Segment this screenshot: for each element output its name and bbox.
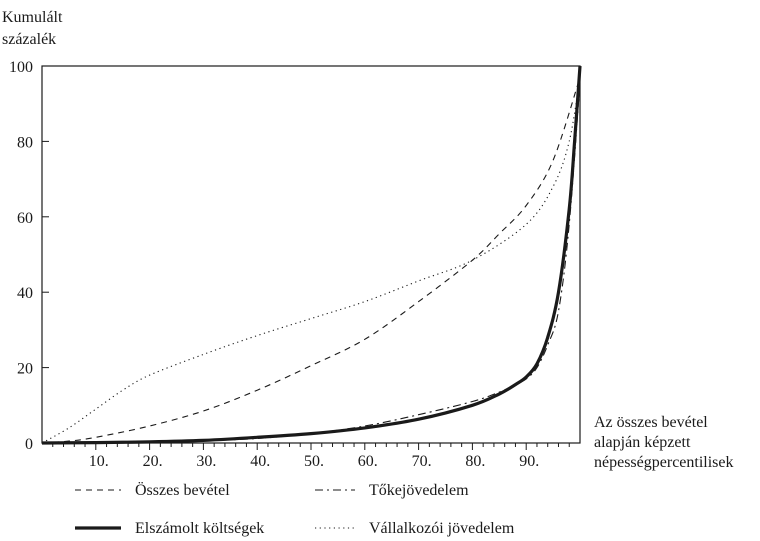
y-tick-label: 60	[17, 210, 33, 227]
legend-label: Összes bevétel	[135, 481, 230, 499]
x-tick-label: 50.	[304, 453, 324, 470]
y-axis-label-line: százalék	[2, 31, 56, 48]
x-tick-label: 10.	[89, 453, 109, 470]
series-group	[41, 65, 582, 445]
plot-frame	[41, 65, 581, 444]
x-axis-label-line: Az összes bevétel	[594, 414, 708, 431]
x-tick-label: 60.	[358, 453, 378, 470]
y-tick-label: 80	[17, 134, 33, 151]
x-tick-label: 70.	[412, 453, 432, 470]
y-axis-ticks: 0 20 40 60 80 100	[9, 59, 49, 453]
series-line-4	[41, 77, 581, 444]
legend-label: Vállalkozói jövedelem	[369, 520, 515, 537]
y-tick-label: 40	[17, 285, 33, 302]
legend-item: Elszámolt költségek	[75, 520, 264, 537]
x-tick-label: 40.	[250, 453, 270, 470]
y-axis-label-line: Kumulált	[2, 9, 63, 26]
y-tick-label: 0	[25, 436, 33, 453]
legend-item: Összes bevétel	[75, 481, 230, 499]
x-axis-label: Az összes bevétel alapján képzett népesség…	[594, 414, 734, 471]
x-tick-label: 30.	[196, 453, 216, 470]
x-tick-label: 80.	[465, 453, 485, 470]
x-axis-ticks: 10. 20. 30. 40. 50. 60. 70. 80. 90.	[52, 443, 570, 470]
series-line-1	[41, 77, 581, 444]
series-line-2	[41, 81, 581, 444]
x-tick-label: 90.	[519, 453, 539, 470]
legend-label: Elszámolt költségek	[135, 520, 264, 537]
x-axis-label-line: alapján képzett	[594, 434, 691, 451]
y-tick-label: 100	[9, 59, 33, 76]
y-axis-label: Kumulált százalék	[2, 9, 63, 48]
y-tick-label: 20	[17, 361, 33, 378]
legend-item: Tőkejövedelem	[315, 482, 469, 499]
series-line-3	[41, 65, 582, 445]
legend: Összes bevétel Tőkejövedelem Elszámolt köl…	[75, 481, 515, 537]
x-axis-label-line: népességpercentilisek	[594, 454, 734, 471]
legend-item: Vállalkozói jövedelem	[315, 520, 515, 537]
legend-label: Tőkejövedelem	[369, 482, 469, 499]
x-tick-label: 20.	[143, 453, 163, 470]
